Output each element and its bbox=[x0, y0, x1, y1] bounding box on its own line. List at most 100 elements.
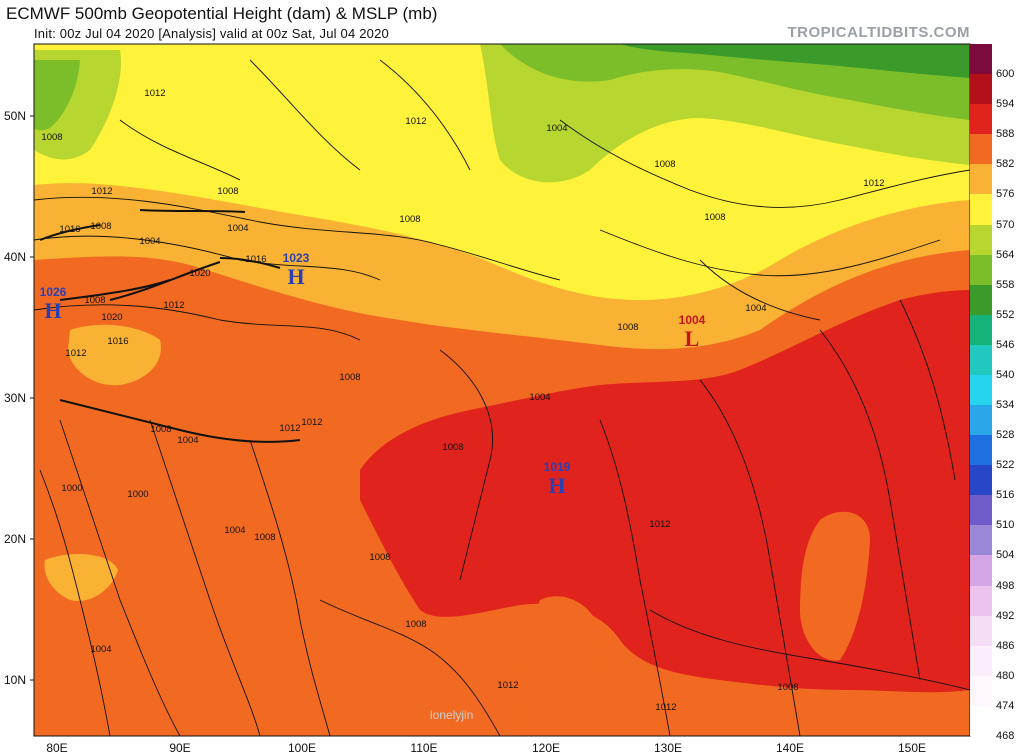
colorbar-label: 570 bbox=[996, 218, 1015, 231]
colorbar-swatch bbox=[970, 675, 992, 707]
map-subtitle: Init: 00z Jul 04 2020 [Analysis] valid a… bbox=[34, 26, 389, 41]
isobar-label: 1008 bbox=[399, 214, 420, 225]
colorbar-swatch bbox=[970, 254, 992, 286]
colorbar-swatch bbox=[970, 224, 992, 256]
colorbar-swatch bbox=[970, 284, 992, 316]
high-pressure-marker: H bbox=[44, 298, 61, 323]
isobar-label: 1012 bbox=[497, 680, 518, 691]
isobar-label: 1008 bbox=[405, 619, 426, 630]
colorbar-label: 492 bbox=[996, 609, 1015, 622]
isobar-label: 1016 bbox=[59, 224, 80, 235]
isobar-label: 1012 bbox=[144, 88, 165, 99]
lat-label: 40N bbox=[4, 250, 26, 264]
region-552 bbox=[620, 44, 970, 78]
lat-label: 30N bbox=[4, 391, 26, 405]
isobar-label: 1012 bbox=[163, 300, 184, 311]
isobar-label: 1004 bbox=[224, 525, 245, 536]
isobar-label: 1016 bbox=[245, 254, 266, 265]
isobar-label: 1008 bbox=[442, 442, 463, 453]
colorbar-label: 600 bbox=[996, 68, 1015, 81]
isobar-label: 1008 bbox=[704, 212, 725, 223]
lat-label: 20N bbox=[4, 532, 26, 546]
isobar-label: 1008 bbox=[217, 186, 238, 197]
isobar-label: 1004 bbox=[177, 435, 198, 446]
lat-label: 10N bbox=[4, 673, 26, 687]
brand-label: TROPICALTIDBITS.COM bbox=[787, 24, 970, 41]
isobar-label: 1020 bbox=[189, 268, 210, 279]
colorbar-label: 558 bbox=[996, 278, 1015, 291]
watermark: lonelyjin bbox=[430, 708, 474, 722]
isobar-label: 1008 bbox=[369, 552, 390, 563]
lon-label: 130E bbox=[654, 741, 682, 755]
colorbar-swatch bbox=[970, 705, 992, 737]
isobar-label: 1008 bbox=[339, 372, 360, 383]
isobar-label: 1004 bbox=[529, 392, 550, 403]
isobar-label: 1000 bbox=[127, 489, 148, 500]
colorbar-label: 516 bbox=[996, 489, 1015, 502]
latitude-labels: 50N 40N 30N 20N 10N bbox=[4, 109, 34, 687]
colorbar-swatch bbox=[970, 585, 992, 617]
map-title: ECMWF 500mb Geopotential Height (dam) & … bbox=[6, 4, 438, 23]
isobar-label: 1008 bbox=[254, 532, 275, 543]
colorbar bbox=[970, 44, 992, 737]
colorbar-swatch bbox=[970, 74, 992, 105]
isobar-labels: 1012 1008 1012 1008 1004 1016 1008 1012 1004 1008… bbox=[41, 88, 884, 713]
isobar-label: 1004 bbox=[90, 644, 111, 655]
colorbar-swatch bbox=[970, 134, 992, 165]
colorbar-swatch bbox=[970, 465, 992, 496]
colorbar-label: 588 bbox=[996, 128, 1015, 141]
colorbar-swatch bbox=[970, 645, 992, 677]
colorbar-swatch bbox=[970, 435, 992, 466]
colorbar-swatch bbox=[970, 44, 992, 75]
isobar-label: 1008 bbox=[90, 221, 111, 232]
pressure-center-value: 1023 bbox=[283, 251, 310, 265]
isobar-label: 1012 bbox=[65, 348, 86, 359]
lon-label: 100E bbox=[288, 741, 316, 755]
region-582-pocket-ph bbox=[520, 596, 605, 736]
isobar-label: 1020 bbox=[101, 312, 122, 323]
colorbar-swatch bbox=[970, 344, 992, 376]
pressure-center-value: 1004 bbox=[679, 313, 706, 327]
isobar-label: 1004 bbox=[546, 123, 567, 134]
colorbar-swatch bbox=[970, 194, 992, 225]
colorbar-label: 528 bbox=[996, 429, 1015, 442]
colorbar-label: 552 bbox=[996, 308, 1015, 321]
region-576-pocket-tibet bbox=[68, 324, 161, 386]
isobar-label: 1016 bbox=[107, 336, 128, 347]
pressure-center-value: 1019 bbox=[544, 460, 571, 474]
terrain-contours bbox=[39, 209, 301, 443]
isobar-label: 1000 bbox=[61, 483, 82, 494]
pressure-center-value: 1026 bbox=[40, 285, 67, 299]
lon-label: 80E bbox=[46, 741, 67, 755]
isobar-label: 1012 bbox=[91, 186, 112, 197]
colorbar-swatch bbox=[970, 164, 992, 195]
colorbar-label: 498 bbox=[996, 579, 1015, 592]
colorbar-label: 468 bbox=[996, 730, 1015, 742]
isobar-label: 1008 bbox=[777, 682, 798, 693]
lat-label: 50N bbox=[4, 109, 26, 123]
lon-label: 120E bbox=[532, 741, 560, 755]
colorbar-label: 594 bbox=[996, 98, 1015, 111]
region-582-pocket-east bbox=[800, 511, 870, 661]
colorbar-label: 474 bbox=[996, 699, 1015, 712]
colorbar-label: 534 bbox=[996, 399, 1015, 412]
isobar-label: 1012 bbox=[405, 116, 426, 127]
isobar-label: 1012 bbox=[279, 423, 300, 434]
colorbar-label: 504 bbox=[996, 549, 1015, 562]
longitude-labels: 80E 90E 100E 110E 120E 130E 140E 150E bbox=[46, 741, 926, 755]
colorbar-swatch bbox=[970, 555, 992, 587]
colorbar-label: 522 bbox=[996, 459, 1015, 472]
high-pressure-marker: H bbox=[287, 264, 304, 289]
isobar-label: 1008 bbox=[654, 159, 675, 170]
colorbar-label: 564 bbox=[996, 248, 1015, 261]
lon-label: 140E bbox=[776, 741, 804, 755]
isobar-label: 1004 bbox=[227, 223, 248, 234]
colorbar-swatch bbox=[970, 615, 992, 647]
colorbar-swatch bbox=[970, 314, 992, 346]
isobar-label: 1008 bbox=[150, 424, 171, 435]
isobar-label: 1008 bbox=[84, 295, 105, 306]
low-pressure-marker: L bbox=[685, 326, 700, 351]
lon-label: 110E bbox=[410, 741, 437, 755]
colorbar-label: 582 bbox=[996, 158, 1015, 171]
colorbar-label: 510 bbox=[996, 519, 1015, 532]
